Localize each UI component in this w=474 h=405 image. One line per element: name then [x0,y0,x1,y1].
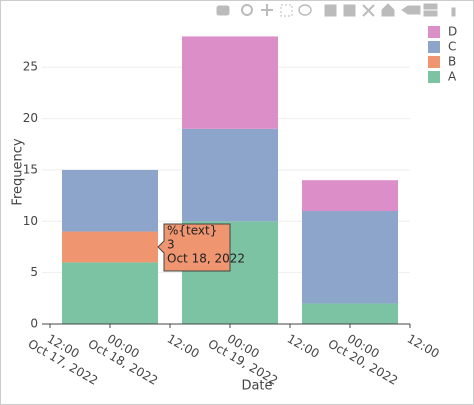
bar-segment [62,231,158,263]
y-tick-label: 15 [23,162,38,176]
y-tick-label: 5 [30,265,38,279]
legend-label: B [448,55,456,69]
zoom-icon[interactable] [241,4,253,16]
bar-segment [302,180,398,212]
bar-segment [62,262,158,324]
y-tick-label: 10 [23,214,38,228]
plotly-logo[interactable] [451,7,456,17]
y-axis-title: Frequency [11,138,26,205]
lasso-icon[interactable] [298,4,312,16]
zoom-out-icon[interactable] [343,4,356,17]
legend-swatch [428,71,440,83]
legend-swatch [428,26,440,38]
hover-closest-icon[interactable] [423,3,438,10]
legend-swatch [428,41,440,53]
hover-date: Oct 18, 2022 [167,251,245,265]
select-icon[interactable] [280,4,293,17]
hover-text: %{text} [167,223,217,237]
modebar [216,3,456,17]
bar-segment [302,303,398,324]
autoscale-icon[interactable] [362,4,375,17]
hover-value: 3 [167,237,175,251]
x-axis-title: Date [241,379,272,394]
camera-icon[interactable] [216,5,230,16]
bar-segment [62,169,158,232]
bar-segment [302,211,398,304]
zoom-in-icon[interactable] [324,4,337,17]
legend-label: D [448,25,457,39]
legend-label: C [448,40,456,54]
hover-compare-icon[interactable] [423,10,438,17]
y-tick-label: 20 [23,111,38,125]
y-tick-label: 0 [30,317,38,331]
legend-label: A [448,70,457,84]
pan-icon[interactable] [261,4,273,16]
spike-icon[interactable] [401,5,421,15]
bar-segment [182,36,278,129]
bar-segment [182,128,278,222]
y-tick-label: 25 [23,60,38,74]
legend-swatch [428,56,440,68]
reset-icon[interactable] [381,3,395,17]
hover-box [157,223,231,272]
